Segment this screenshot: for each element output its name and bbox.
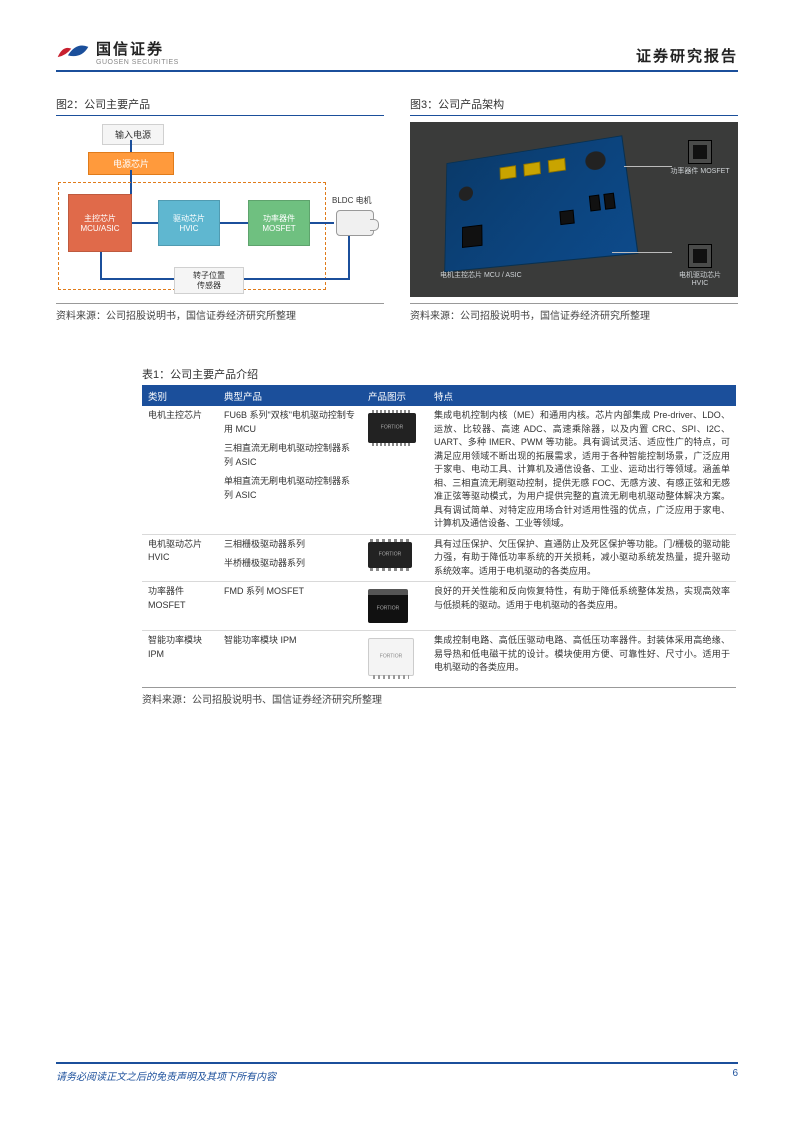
callout-hvic: 电机驱动芯片 HVIC bbox=[670, 244, 730, 287]
table-row: 电机驱动芯片HVIC三相栅极驱动器系列半桥栅极驱动器系列FORTIOR 具有过压保… bbox=[142, 534, 736, 582]
cell-image: FORTIOR bbox=[362, 534, 428, 582]
figure-2-caption: 图2：公司主要产品 bbox=[56, 96, 384, 116]
cell-desc: 具有过压保护、欠压保护、直通防止及死区保护等功能。门/栅极的驱动能力强，有助于降… bbox=[428, 534, 736, 582]
cell-product: 智能功率模块 IPM bbox=[218, 631, 362, 684]
logo-text-cn: 国信证券 bbox=[96, 38, 179, 59]
table-row: 智能功率模块IPM智能功率模块 IPMFORTIOR 集成控制电路、高低压驱动电路… bbox=[142, 631, 736, 684]
cell-category: 功率器件MOSFET bbox=[142, 582, 218, 631]
footer-disclaimer: 请务必阅读正文之后的免责声明及其项下所有内容 bbox=[56, 1068, 276, 1083]
table-row: 功率器件MOSFETFMD 系列 MOSFETFORTIOR 良好的开关性能和反向… bbox=[142, 582, 736, 631]
figure-2: 图2：公司主要产品 输入电源 电源芯片 主控芯片 MCU/ASIC 驱动芯片 bbox=[56, 96, 384, 322]
figure-3: 图3：公司产品架构 电机主控芯片 MCU / ASIC bbox=[410, 96, 738, 322]
pcb-label-mcu: 电机主控芯片 MCU / ASIC bbox=[440, 270, 522, 280]
dia-motor-label: BLDC 电机 bbox=[332, 195, 372, 206]
dia-sensor-box: 转子位置 传感器 bbox=[174, 267, 244, 294]
cell-image: FORTIOR bbox=[362, 582, 428, 631]
th-product: 典型产品 bbox=[218, 386, 362, 406]
logo-icon bbox=[56, 40, 90, 64]
chip-image-icon: FORTIOR bbox=[368, 638, 414, 676]
figure-3-caption: 图3：公司产品架构 bbox=[410, 96, 738, 116]
page-footer: 请务必阅读正文之后的免责声明及其项下所有内容 6 bbox=[56, 1062, 738, 1083]
logo: 国信证券 GUOSEN SECURITIES bbox=[56, 38, 179, 66]
figure-2-source: 资料来源：公司招股说明书，国信证券经济研究所整理 bbox=[56, 303, 384, 322]
table-1: 表1：公司主要产品介绍 类别 典型产品 产品图示 特点 电机主控芯片FU6B 系… bbox=[142, 366, 736, 706]
cell-category: 电机主控芯片 bbox=[142, 406, 218, 534]
dia-hvic-box: 驱动芯片 HVIC bbox=[158, 200, 220, 246]
dia-motor-icon bbox=[336, 210, 374, 236]
chip-image-icon: FORTIOR bbox=[368, 589, 408, 623]
cell-image: FORTIOR bbox=[362, 406, 428, 534]
cell-product: FMD 系列 MOSFET bbox=[218, 582, 362, 631]
table-header-row: 类别 典型产品 产品图示 特点 bbox=[142, 386, 736, 406]
th-image: 产品图示 bbox=[362, 386, 428, 406]
figure-2-diagram: 输入电源 电源芯片 主控芯片 MCU/ASIC 驱动芯片 HVIC bbox=[56, 122, 384, 297]
th-desc: 特点 bbox=[428, 386, 736, 406]
cell-product: FU6B 系列"双核"电机驱动控制专用 MCU三相直流无刷电机驱动控制器系列 A… bbox=[218, 406, 362, 534]
footer-page-number: 6 bbox=[732, 1068, 738, 1083]
table-1-source: 资料来源：公司招股说明书、国信证券经济研究所整理 bbox=[142, 687, 736, 706]
cell-product: 三相栅极驱动器系列半桥栅极驱动器系列 bbox=[218, 534, 362, 582]
page-header: 国信证券 GUOSEN SECURITIES 证券研究报告 bbox=[56, 38, 738, 72]
cell-category: 电机驱动芯片HVIC bbox=[142, 534, 218, 582]
cell-desc: 集成控制电路、高低压驱动电路、高低压功率器件。封装体采用高绝缘、易导热和低电磁干… bbox=[428, 631, 736, 684]
cell-desc: 良好的开关性能和反向恢复特性，有助于降低系统整体发热，实现高效率与低损耗的驱动。… bbox=[428, 582, 736, 631]
table-1-caption: 表1：公司主要产品介绍 bbox=[142, 366, 736, 386]
dia-mosfet-box: 功率器件 MOSFET bbox=[248, 200, 310, 246]
logo-text-en: GUOSEN SECURITIES bbox=[96, 59, 179, 66]
chip-image-icon: FORTIOR bbox=[368, 413, 416, 443]
figure-3-pcb: 电机主控芯片 MCU / ASIC 功率器件 MOSFET 电机驱动芯片 HVI… bbox=[410, 122, 738, 297]
chip-image-icon: FORTIOR bbox=[368, 542, 412, 568]
cell-category: 智能功率模块IPM bbox=[142, 631, 218, 684]
th-category: 类别 bbox=[142, 386, 218, 406]
dia-mcu-box: 主控芯片 MCU/ASIC bbox=[68, 194, 132, 252]
dia-input-label: 输入电源 bbox=[102, 124, 164, 145]
header-title: 证券研究报告 bbox=[636, 45, 738, 66]
figure-3-source: 资料来源：公司招股说明书，国信证券经济研究所整理 bbox=[410, 303, 738, 322]
callout-mosfet: 功率器件 MOSFET bbox=[670, 140, 730, 176]
cell-desc: 集成电机控制内核（ME）和通用内核。芯片内部集成 Pre-driver、LDO、… bbox=[428, 406, 736, 534]
cell-image: FORTIOR bbox=[362, 631, 428, 684]
table-row: 电机主控芯片FU6B 系列"双核"电机驱动控制专用 MCU三相直流无刷电机驱动控… bbox=[142, 406, 736, 534]
